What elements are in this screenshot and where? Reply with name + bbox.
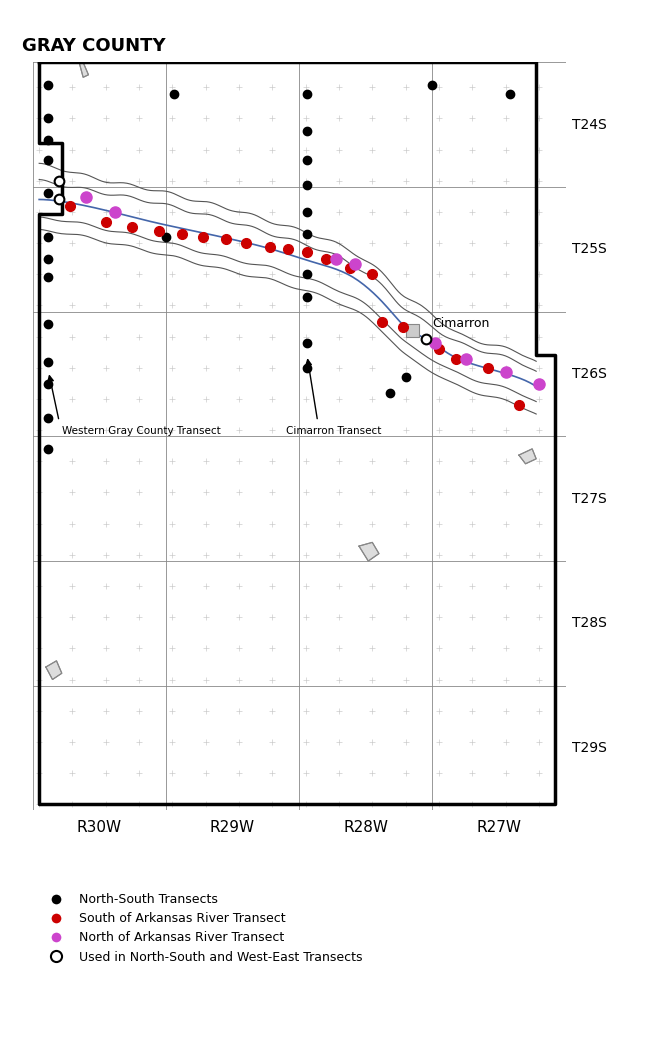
Text: T24S: T24S — [572, 117, 607, 132]
Legend: North-South Transects, South of Arkansas River Transect, North of Arkansas River: North-South Transects, South of Arkansas… — [39, 888, 367, 968]
Text: Western Gray County Transect: Western Gray County Transect — [62, 426, 220, 436]
Text: T29S: T29S — [572, 741, 607, 755]
Text: T27S: T27S — [572, 491, 607, 506]
Text: T26S: T26S — [572, 367, 607, 381]
Text: GRAY COUNTY: GRAY COUNTY — [22, 37, 166, 55]
Text: Cimarron: Cimarron — [432, 317, 489, 329]
Polygon shape — [79, 62, 88, 77]
Text: Cimarron Transect: Cimarron Transect — [285, 426, 381, 436]
Polygon shape — [406, 324, 419, 337]
Text: T25S: T25S — [572, 242, 607, 257]
Polygon shape — [359, 542, 379, 561]
Polygon shape — [46, 661, 62, 680]
Text: T28S: T28S — [572, 616, 607, 631]
Polygon shape — [519, 449, 536, 463]
